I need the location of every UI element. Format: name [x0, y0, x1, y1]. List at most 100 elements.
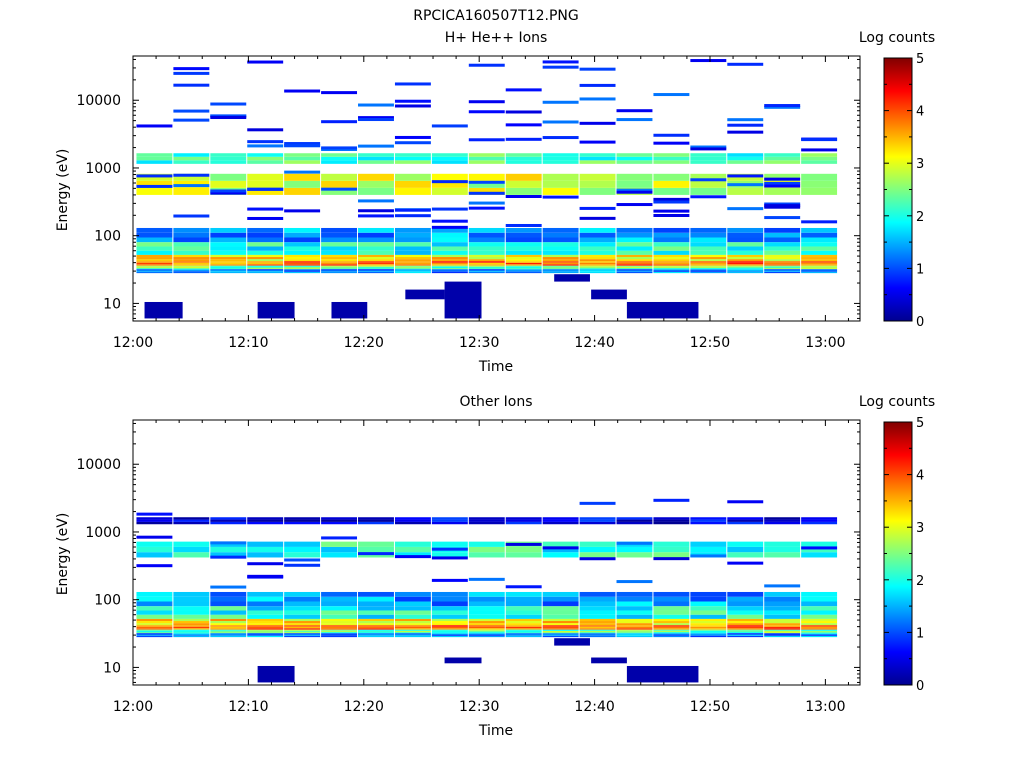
spectrum-cell	[247, 180, 284, 188]
spectrum-cell	[542, 614, 579, 619]
spectrum-cell	[136, 596, 173, 602]
x-axis-label: Time	[478, 359, 513, 375]
spectrum-cell	[468, 517, 505, 520]
spectrum-cell	[136, 632, 173, 634]
spectrum-line	[764, 202, 801, 206]
spectrum-cell	[210, 180, 247, 188]
spectrum-cell	[358, 618, 394, 622]
spectrogram-plot-area	[136, 59, 838, 319]
spectrum-cell	[431, 632, 468, 634]
spectrum-cell	[247, 268, 284, 270]
spectrum-cell	[247, 227, 284, 233]
spectrum-cell	[801, 633, 838, 635]
spectrum-line	[321, 187, 358, 191]
spectrum-cell	[210, 261, 247, 263]
colorbar-tick-label: 5	[916, 52, 924, 67]
spectrum-cell	[801, 621, 838, 624]
spectrum-cell	[321, 261, 358, 263]
spectrum-cell	[727, 268, 764, 270]
spectrum-cell	[431, 173, 468, 181]
spectrum-line	[579, 557, 616, 561]
spectrum-line	[468, 201, 505, 205]
spectrum-cell	[727, 610, 764, 615]
spectrum-cell	[136, 541, 173, 547]
spectrum-cell	[431, 618, 468, 622]
colorbar-tick-label: 1	[916, 262, 924, 277]
spectrum-line	[173, 118, 210, 122]
spectrum-cell	[247, 633, 284, 635]
spectrum-line	[284, 89, 321, 93]
spectrum-cell	[284, 227, 321, 233]
spectrum-cell	[210, 635, 247, 638]
spectrum-line	[727, 130, 764, 134]
spectrum-cell	[579, 264, 616, 266]
spectrum-cell	[431, 246, 468, 251]
spectrum-cell	[616, 254, 653, 258]
spectrum-line	[468, 191, 505, 195]
spectrum-cell	[284, 246, 321, 251]
spectrum-cell	[616, 173, 653, 181]
spectrum-cell	[690, 173, 727, 181]
spectrum-line	[284, 142, 321, 146]
spectrum-cell	[247, 596, 284, 602]
spectrum-cell	[321, 626, 358, 629]
spectrum-line	[764, 177, 801, 181]
spectrum-cell	[358, 621, 394, 624]
spectrum-line	[247, 574, 284, 578]
spectrum-cell	[321, 160, 358, 164]
spectrum-cell	[284, 180, 321, 188]
spectrum-cell	[284, 601, 321, 607]
spectrum-cell	[727, 227, 764, 233]
spectrum-cell	[764, 601, 801, 607]
spectrum-cell	[616, 264, 653, 266]
spectrum-cell	[505, 160, 542, 164]
spectrum-cell	[579, 626, 616, 629]
spectrum-cell	[542, 635, 579, 638]
spectrum-cell	[468, 626, 505, 629]
spectrum-cell	[727, 621, 764, 624]
y-tick-label: 10000	[76, 93, 121, 109]
spectrum-cell	[801, 618, 838, 622]
low-energy-block	[331, 301, 368, 319]
spectrum-line	[321, 147, 358, 151]
spectrum-cell	[542, 625, 579, 627]
spectrum-cell	[358, 173, 394, 181]
spectrum-cell	[247, 591, 284, 597]
spectrum-cell	[321, 246, 358, 251]
spectrum-cell	[247, 618, 284, 622]
spectrum-cell	[727, 632, 764, 634]
spectrum-cell	[358, 264, 394, 266]
spectrum-cell	[468, 541, 505, 547]
spectrum-cell	[394, 626, 431, 629]
spectrum-line	[173, 184, 210, 188]
colorbar-tick-label: 2	[916, 210, 924, 225]
spectrum-cell	[321, 227, 358, 233]
spectrum-cell	[321, 614, 358, 619]
x-tick-label: 12:40	[574, 699, 614, 715]
spectrum-cell	[247, 261, 284, 263]
spectrum-cell	[284, 634, 321, 636]
spectrum-cell	[505, 625, 542, 627]
spectrum-cell	[801, 250, 838, 255]
spectrum-cell	[431, 269, 468, 271]
spectrum-cell	[321, 153, 358, 157]
spectrum-cell	[653, 633, 690, 635]
spectrum-cell	[616, 635, 653, 638]
spectrum-cell	[801, 552, 838, 558]
spectrum-cell	[210, 596, 247, 602]
spectrum-cell	[247, 265, 284, 267]
spectrum-cell	[173, 160, 210, 164]
spectrum-line	[468, 100, 505, 104]
spectrum-cell	[579, 618, 616, 622]
spectrum-line	[690, 145, 727, 149]
spectrum-cell	[173, 630, 210, 633]
spectrum-cell	[394, 633, 431, 635]
spectrum-line	[579, 83, 616, 87]
spectrum-cell	[136, 519, 173, 522]
x-tick-label: 12:50	[690, 335, 730, 351]
spectrum-cell	[431, 517, 468, 520]
spectrum-cell	[394, 552, 431, 558]
spectrum-cell	[542, 156, 579, 161]
spectrum-cell	[210, 265, 247, 267]
spectrum-cell	[321, 180, 358, 188]
